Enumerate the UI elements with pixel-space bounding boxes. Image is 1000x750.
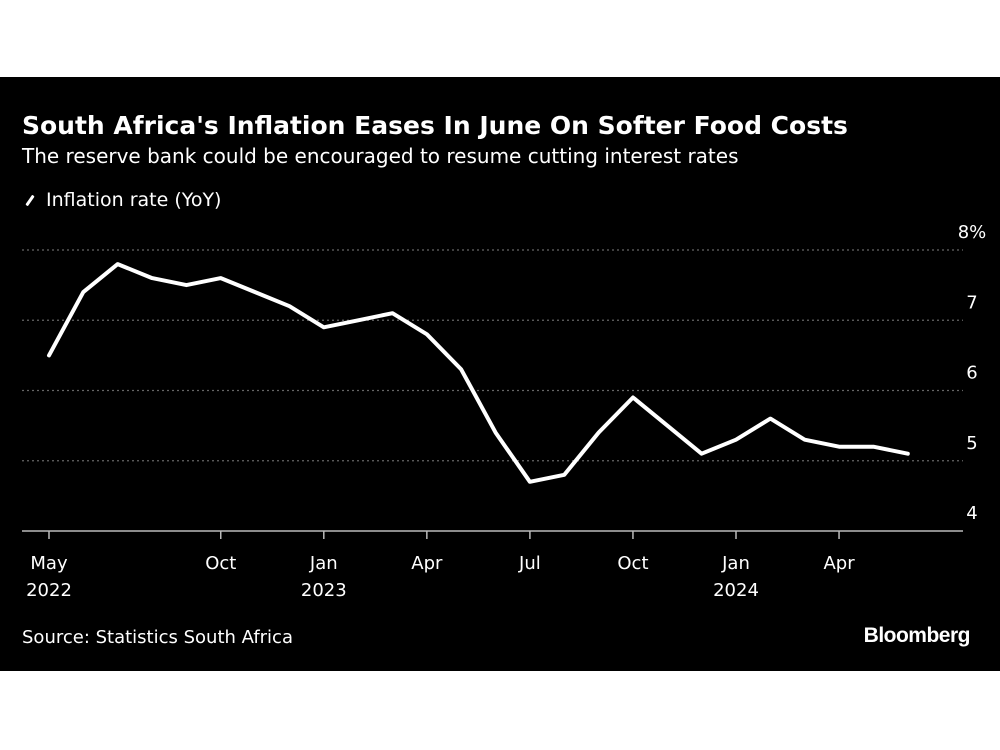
source-note: Source: Statistics South Africa [22, 627, 293, 648]
y-axis-ticks: 8% 7 6 5 4 [958, 222, 987, 524]
gridlines [22, 249, 963, 462]
y-tick-label: 5 [966, 433, 977, 454]
y-tick-label: 4 [966, 503, 977, 524]
x-tick-label: Oct [617, 553, 648, 574]
y-tick-label: 6 [966, 363, 977, 384]
x-tick-year-label: 2022 [26, 580, 72, 601]
chart-subtitle: The reserve bank could be encouraged to … [22, 144, 739, 168]
legend: Inflation rate (YoY) [22, 187, 221, 213]
series-layer [47, 262, 910, 484]
x-tick-label: Oct [205, 553, 236, 574]
chart-title: South Africa's Inflation Eases In June O… [22, 111, 848, 140]
x-tick-year-label: 2023 [301, 580, 347, 601]
y-tick-label: 7 [966, 292, 977, 313]
x-axis: May 2022 Oct Jan 2023 Apr Jul Oct Jan 2024 Apr [22, 530, 963, 601]
chart-panel [0, 77, 1000, 671]
x-tick-label: Apr [411, 553, 443, 574]
x-tick-label: Jan [309, 553, 338, 574]
y-tick-label: 8% [958, 222, 987, 243]
x-tick-label: Jul [518, 553, 541, 574]
series-line-inflation [47, 262, 910, 484]
legend-label: Inflation rate (YoY) [46, 189, 222, 211]
x-tick-label: May [30, 553, 68, 574]
bloomberg-logo: Bloomberg [863, 624, 971, 647]
x-tick-year-label: 2024 [713, 580, 759, 601]
x-tick-label: Jan [721, 553, 750, 574]
x-tick-label: Apr [823, 553, 855, 574]
